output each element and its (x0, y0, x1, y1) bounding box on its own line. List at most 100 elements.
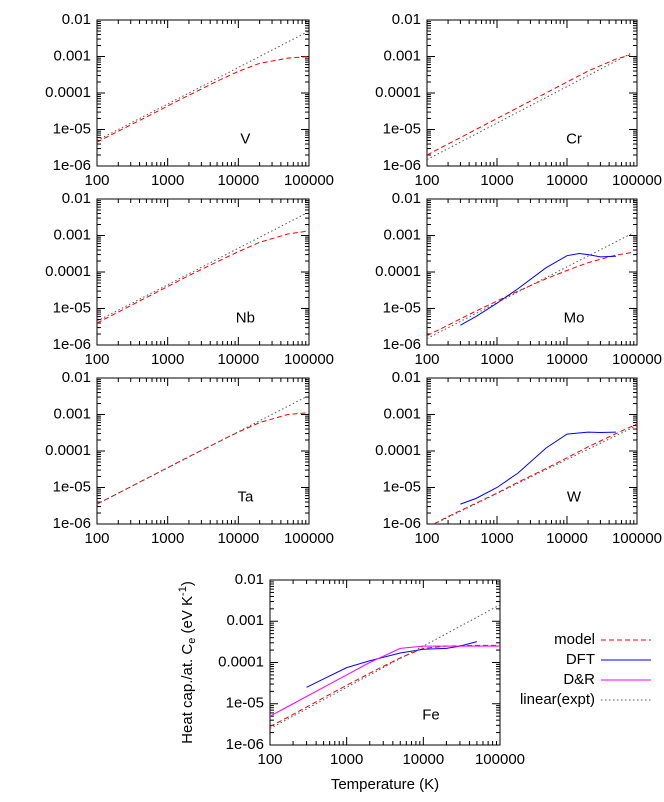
legend-label: DFT (566, 651, 595, 668)
x-tick-label: 10000 (402, 751, 444, 768)
y-tick-label: 1e-05 (53, 478, 91, 495)
x-tick-label: 1000 (480, 172, 513, 189)
panel: 100 1000 10000 100000 1e-06 1e-05 0.0001 0.001 0… (177, 571, 651, 793)
series-line (97, 213, 306, 322)
x-tick-label: 10000 (217, 530, 259, 547)
x-tick-label: 100 (84, 530, 109, 547)
y-tick-label: 0.0001 (375, 442, 421, 459)
panel-label: Mo (564, 310, 585, 327)
x-tick-label: 10000 (546, 530, 588, 547)
series-line (97, 56, 309, 143)
series-line (97, 396, 306, 505)
series-line (427, 251, 634, 337)
y-tick-label: 1e-06 (383, 515, 421, 532)
y-tick-label: 0.0001 (218, 653, 264, 670)
y-tick-label: 0.0001 (45, 442, 91, 459)
y-tick-label: 1e-06 (53, 336, 91, 353)
x-tick-label: 10000 (546, 172, 588, 189)
series-line (427, 232, 635, 340)
series-line (270, 604, 500, 730)
y-tick-label: 1e-06 (383, 157, 421, 174)
series-line (433, 425, 637, 524)
series-line (97, 230, 306, 324)
series-line (432, 423, 637, 524)
y-tick-label: 0.001 (226, 612, 264, 629)
y-axis-title-part: (eV K (179, 596, 196, 638)
x-tick-label: 100000 (612, 172, 662, 189)
y-tick-label: 0.0001 (375, 84, 421, 101)
plot-frame (426, 377, 638, 525)
plot-frame (426, 198, 638, 346)
panel: 100 1000 10000 100000 1e-06 1e-05 0.0001 0.001 0… (375, 369, 662, 547)
panel: 100 1000 10000 100000 1e-06 1e-05 0.0001 0.001 0… (375, 11, 662, 189)
y-tick-label: 0.001 (53, 226, 91, 243)
series-line (97, 412, 306, 505)
y-tick-label: 1e-06 (226, 736, 264, 753)
y-tick-label: 1e-05 (383, 299, 421, 316)
panel: 100 1000 10000 100000 1e-06 1e-05 0.0001 0.001 0… (45, 11, 334, 189)
series-line (306, 641, 478, 688)
x-tick-label: 1000 (151, 172, 184, 189)
plot-frame (426, 19, 638, 167)
plot-frame (269, 579, 501, 746)
x-tick-label: 1000 (330, 751, 363, 768)
x-tick-label: 10000 (217, 351, 259, 368)
y-tick-label: 1e-06 (383, 336, 421, 353)
series-line (270, 645, 500, 717)
x-tick-label: 100000 (475, 751, 525, 768)
y-tick-label: 0.01 (62, 11, 91, 28)
y-tick-label: 1e-06 (53, 515, 91, 532)
y-tick-label: 0.0001 (45, 84, 91, 101)
y-tick-label: 0.001 (383, 47, 421, 64)
panel-label: Ta (237, 489, 254, 506)
y-tick-label: 0.0001 (375, 263, 421, 280)
series-line (460, 253, 616, 326)
y-axis-title-part: Heat cap./at. C (179, 644, 196, 744)
x-tick-label: 100 (84, 351, 109, 368)
series-line (427, 54, 631, 156)
x-tick-label: 100000 (284, 530, 334, 547)
panel-label: W (567, 489, 582, 506)
series-line (97, 30, 309, 141)
plot-frame (96, 377, 310, 525)
panel: 100 1000 10000 100000 1e-06 1e-05 0.0001 0.001 0… (45, 190, 334, 368)
y-tick-label: 0.001 (383, 405, 421, 422)
legend-label: model (554, 631, 595, 648)
y-axis-title: Heat cap./at. Ce (eV K-1) (177, 581, 198, 744)
x-tick-label: 10000 (217, 172, 259, 189)
y-tick-label: 1e-05 (383, 478, 421, 495)
y-tick-label: 0.01 (235, 571, 264, 588)
legend-label: D&R (563, 671, 595, 688)
y-tick-label: 0.01 (392, 190, 421, 207)
x-tick-label: 10000 (546, 351, 588, 368)
x-tick-label: 100000 (612, 351, 662, 368)
y-tick-label: 0.001 (383, 226, 421, 243)
series-line (270, 644, 500, 727)
y-tick-label: 1e-05 (53, 299, 91, 316)
panel-label: Cr (566, 131, 582, 148)
y-tick-label: 0.001 (53, 47, 91, 64)
x-tick-label: 100 (414, 172, 439, 189)
x-tick-label: 1000 (480, 530, 513, 547)
y-tick-label: 0.01 (62, 369, 91, 386)
x-tick-label: 100 (414, 530, 439, 547)
y-axis-title-part: -1 (177, 586, 189, 596)
panel-label: Nb (236, 310, 255, 327)
x-tick-label: 1000 (151, 351, 184, 368)
panel: 100 1000 10000 100000 1e-06 1e-05 0.0001 0.001 0… (45, 369, 334, 547)
y-tick-label: 1e-05 (383, 120, 421, 137)
x-tick-label: 100 (84, 172, 109, 189)
x-axis-title: Temperature (K) (331, 776, 439, 793)
panel: 100 1000 10000 100000 1e-06 1e-05 0.0001 0.001 0… (375, 190, 662, 368)
x-tick-label: 100 (257, 751, 282, 768)
x-tick-label: 100000 (284, 172, 334, 189)
y-tick-label: 0.01 (392, 369, 421, 386)
series-line (460, 431, 616, 505)
y-tick-label: 0.0001 (45, 263, 91, 280)
x-tick-label: 100000 (612, 530, 662, 547)
y-tick-label: 1e-06 (53, 157, 91, 174)
y-tick-label: 1e-05 (53, 120, 91, 137)
y-tick-label: 1e-05 (226, 695, 264, 712)
plot-frame (96, 19, 310, 167)
